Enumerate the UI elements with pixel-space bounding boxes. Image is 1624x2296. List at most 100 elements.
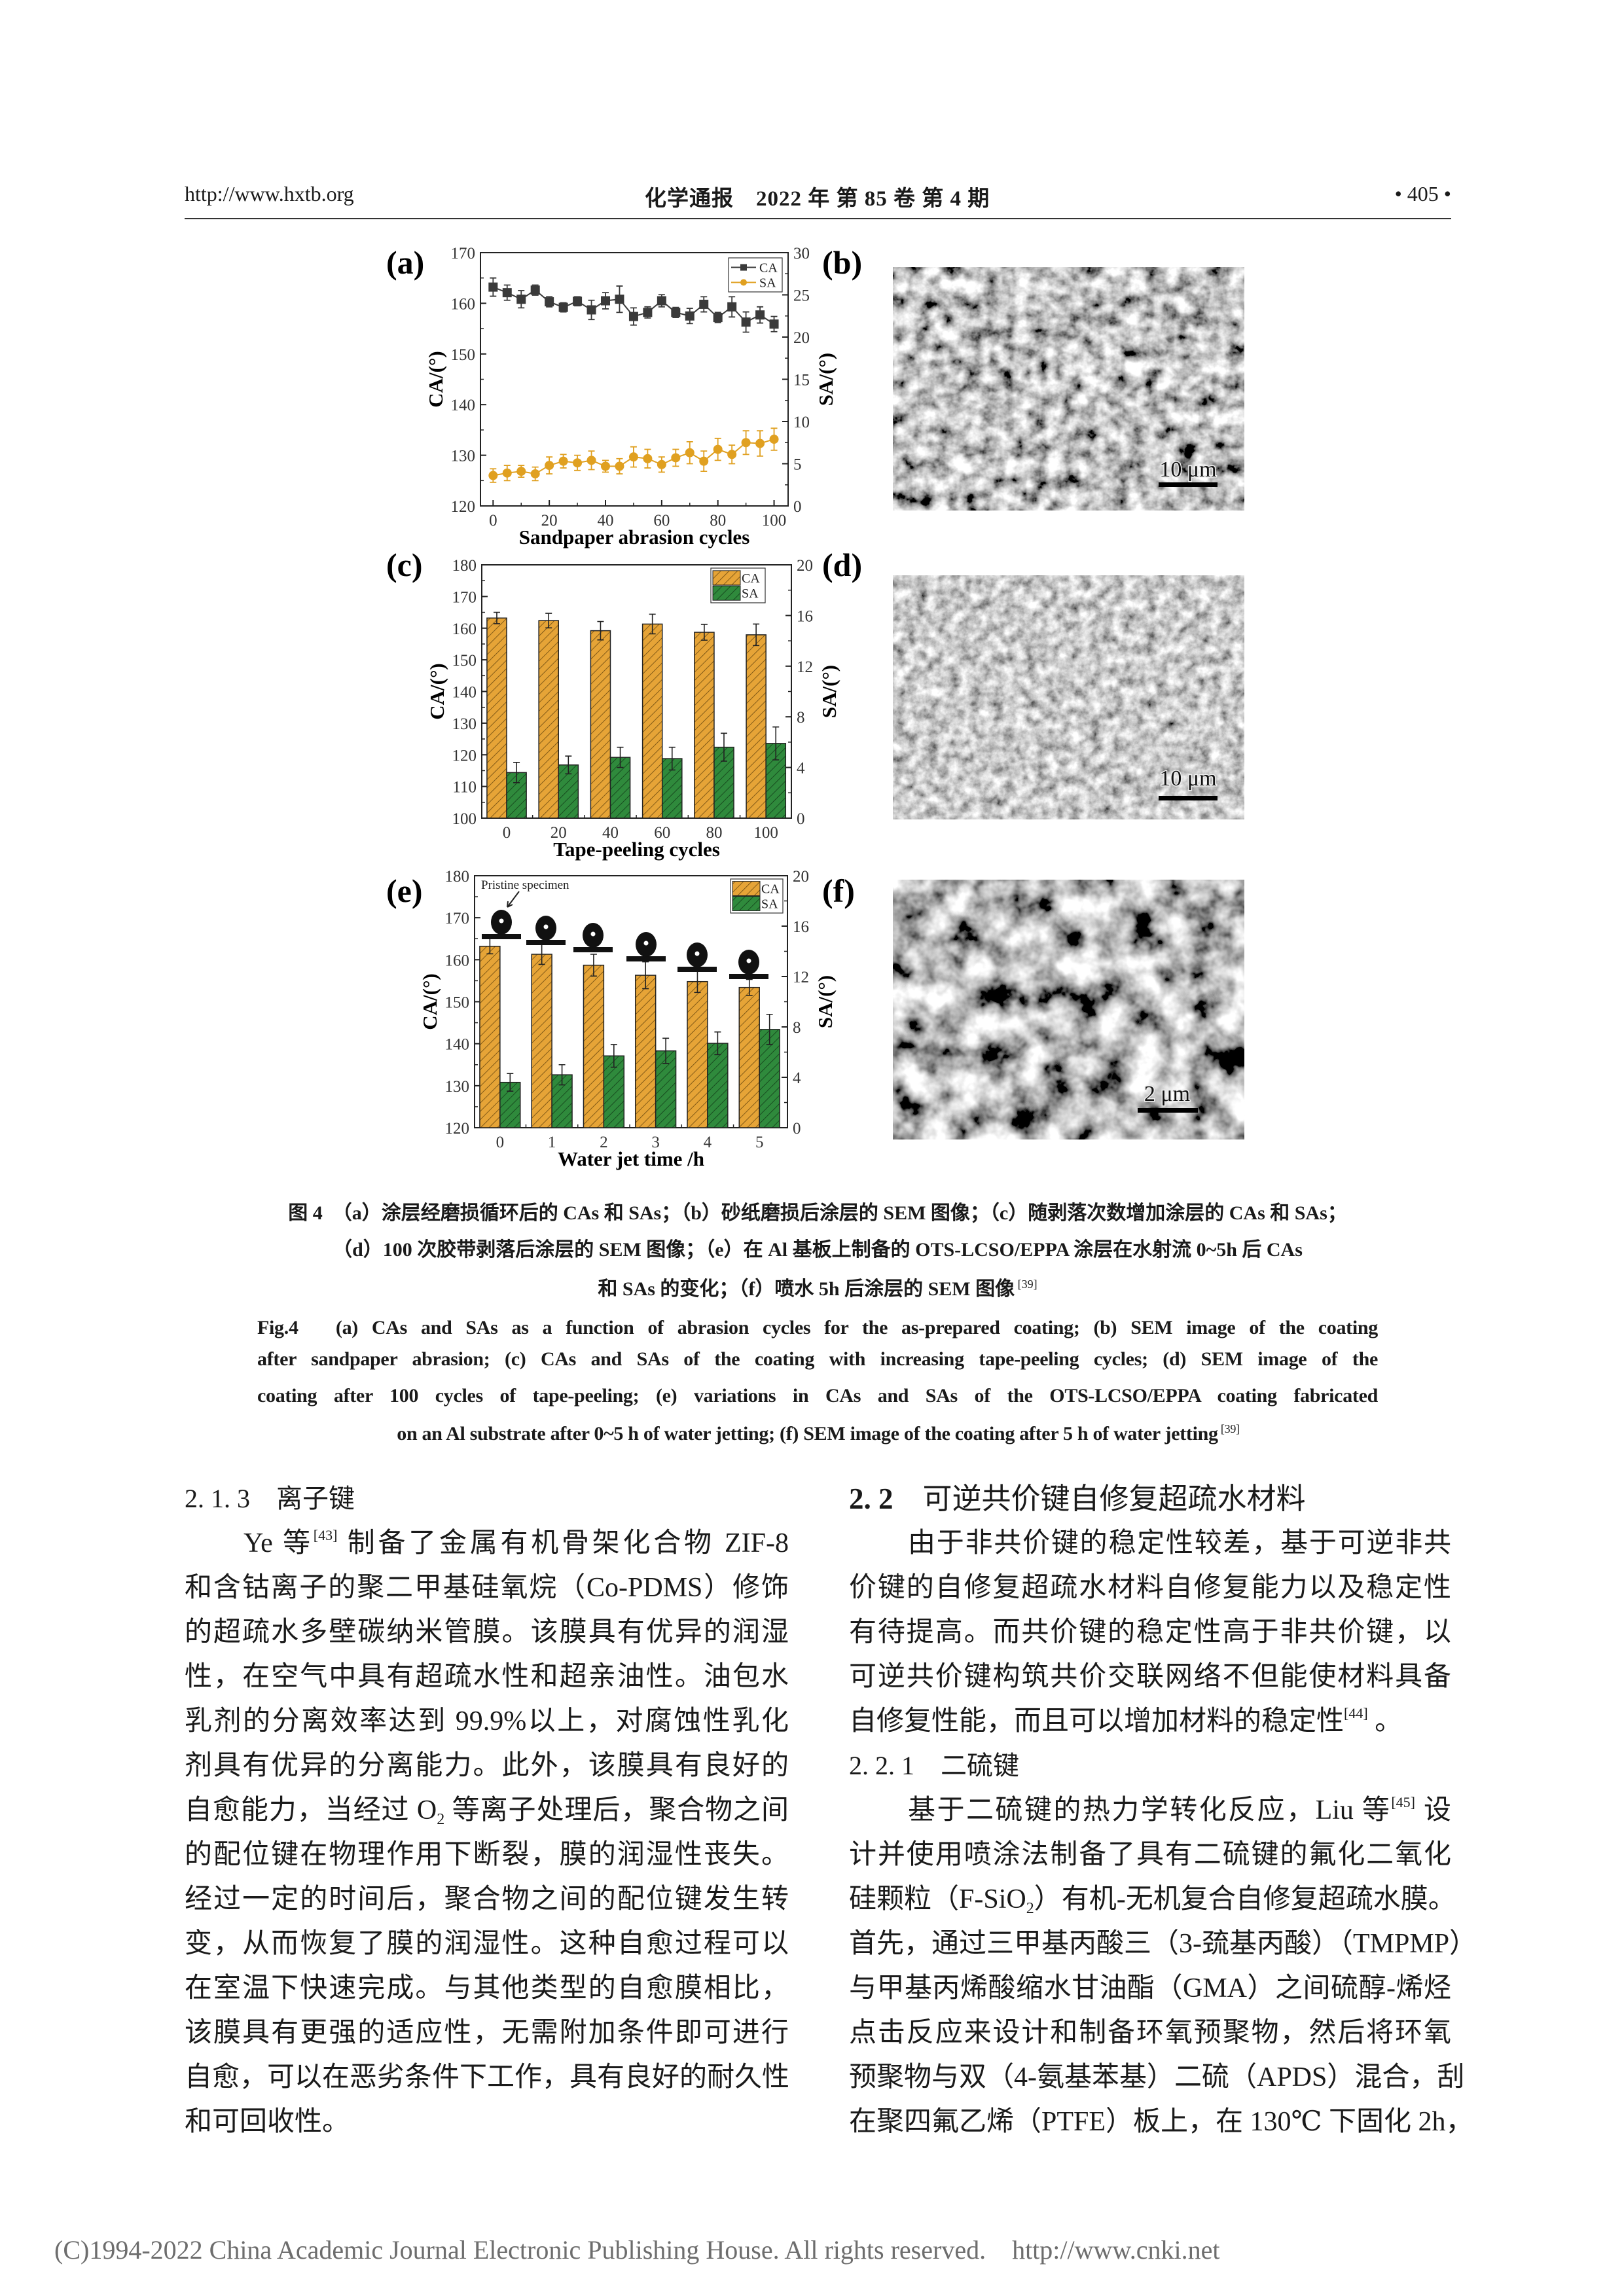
journal-url: http://www.hxtb.org: [185, 182, 354, 206]
legend-label: CA: [759, 261, 778, 276]
y-tick-label: 170: [445, 910, 470, 927]
y2-tick-label: 16: [797, 607, 813, 625]
series-sa: [488, 427, 779, 483]
data-point: [502, 468, 512, 478]
y-tick-label: 140: [451, 397, 476, 414]
y2-tick-label: 25: [793, 287, 810, 305]
text-run: ）有机-无机复合自修复超疏水膜。: [1034, 1884, 1456, 1914]
bar: [603, 1055, 625, 1128]
x-tick-label: 0: [489, 512, 497, 529]
caption-en-line: on an Al substrate after 0~5 h of water …: [314, 1422, 1322, 1445]
x-tick-label: 0: [496, 1134, 505, 1151]
x-tick-label: 100: [753, 824, 778, 842]
citation-ref: [43]: [313, 1527, 338, 1543]
y-axis-label: CA/(°): [425, 663, 448, 719]
droplet-highlight: [643, 941, 649, 946]
sem-texture: [893, 267, 1244, 511]
text-line: 和含钴离子的聚二甲基硅氧烷（Co-PDMS）修饰: [185, 1566, 789, 1610]
text-run: 基于二硫键的热力学转化反应，Liu 等: [908, 1795, 1392, 1825]
text-run: 可逆共价键自修复超疏水材料: [893, 1482, 1306, 1515]
text-line: 计并使用喷涂法制备了具有二硫键的氟化二氧化: [849, 1833, 1451, 1877]
error-bar: [668, 746, 676, 771]
data-point: [530, 469, 540, 478]
text-line: 硅颗粒（F-SiO2）有机-无机复合自修复超疏水膜。: [849, 1877, 1456, 1922]
data-point: [516, 467, 526, 476]
x-tick-label: 20: [550, 824, 567, 842]
water-droplet-icon: [626, 932, 666, 961]
x-tick-label: 80: [710, 512, 726, 529]
bar: [738, 986, 760, 1128]
x-axis-label: Sandpaper abrasion cycles: [519, 526, 750, 548]
data-point: [713, 313, 723, 323]
text-run: 该膜具有更强的适应性，无需附加条件即可进行: [185, 2018, 789, 2048]
panel-label-d: (d): [822, 547, 862, 583]
droplet-highlight: [746, 958, 751, 963]
error-bar: [642, 961, 649, 990]
y-tick-label: 140: [445, 1036, 470, 1054]
y-tick-label: 120: [445, 1120, 470, 1138]
text-run: 2. 1. 3 离子键: [185, 1484, 355, 1513]
text-run: 和含钴离子的聚二甲基硅氧烷（Co-PDMS）修饰: [185, 1573, 789, 1603]
x-tick-label: 4: [704, 1134, 712, 1151]
y2-tick-label: 12: [797, 658, 813, 676]
water-droplet-icon: [482, 910, 521, 939]
legend-swatch: [732, 881, 761, 897]
page-number: • 405 •: [1394, 182, 1451, 206]
y2-tick-label: 10: [793, 414, 810, 431]
text-run: 。: [1367, 1706, 1403, 1736]
data-point: [628, 452, 638, 462]
body-column-left: 2. 1. 3 离子键 Ye 等[43] 制备了金属有机骨架化合物 ZIF-8 和含…: [185, 1477, 789, 2144]
text-run: 设: [1415, 1795, 1451, 1825]
text-line: 乳剂的分离效率达到 99.9%以上，对腐蚀性乳化: [185, 1699, 789, 1744]
panel-label-b: (b): [822, 244, 862, 281]
error-bar: [610, 1044, 617, 1068]
legend-swatch: [712, 585, 741, 601]
error-bar: [662, 1037, 670, 1064]
data-point: [530, 285, 540, 295]
y-tick-label: 140: [452, 684, 477, 702]
y2-tick-label: 30: [793, 245, 810, 262]
legend-swatch: [732, 895, 761, 911]
text-line: 预聚物与双（4-氨基苯基）二硫（APDS）混合，刮: [849, 2055, 1464, 2100]
annotation-pristine-specimen: Pristine specimen: [481, 878, 569, 892]
scale-bar: [1159, 482, 1218, 487]
text-line: 由于非共价键的稳定性较差，基于可逆非共: [849, 1521, 1451, 1566]
caption-text: coating after 100 cycles of tape-peeling…: [257, 1385, 1378, 1407]
caption-en-line: after sandpaper abrasion; (c) CAs and SA…: [257, 1348, 1378, 1371]
text-run: 2. 2. 1 二硫键: [849, 1751, 1019, 1780]
error-bar: [772, 726, 780, 761]
error-bar: [558, 1064, 566, 1086]
caption-cn-line: 和 SAs 的变化；（f）喷水 5h 后涂层的 SEM 图像 [39]: [257, 1272, 1378, 1301]
text-line: 和可回收性。: [185, 2100, 789, 2144]
data-point: [741, 317, 751, 327]
text-run: 由于非共价键的稳定性较差，基于可逆非共: [908, 1528, 1451, 1558]
text-run: 自愈能力，当经过 O: [185, 1795, 437, 1825]
subscript: 2: [437, 1811, 445, 1828]
caption-text: Fig.4 (a) CAs and SAs as a function of a…: [257, 1317, 1378, 1338]
y2-tick-label: 8: [797, 709, 805, 726]
data-point: [741, 438, 751, 448]
data-point: [502, 288, 512, 298]
subscript: 2: [1026, 1900, 1034, 1917]
y-tick-label: 180: [445, 868, 470, 886]
text-line: 的配位键在物理作用下断裂，膜的润湿性丧失。: [185, 1833, 789, 1877]
panel-label-c: (c): [386, 547, 423, 583]
x-tick-label: 2: [600, 1134, 608, 1151]
data-point: [516, 295, 526, 304]
bar: [583, 964, 605, 1128]
bar: [746, 634, 767, 819]
text-line: 有待提高。而共价键的稳定性高于非共价键，以: [849, 1610, 1451, 1655]
error-bar: [617, 746, 624, 768]
chart-c-tape-peeling: 100 110 120 130 140 150 160 170 180 0 4 8 12 16 20 0 20 4…: [425, 557, 840, 861]
data-point: [545, 461, 554, 471]
text-line: 价键的自修复超疏水材料自修复能力以及稳定性: [849, 1566, 1451, 1610]
error-bar: [545, 613, 552, 629]
y-axis-label: CA/(°): [424, 351, 447, 407]
substrate-bar: [482, 934, 521, 939]
caption-en-line: Fig.4 (a) CAs and SAs as a function of a…: [257, 1311, 1378, 1340]
series-ca: [488, 277, 779, 333]
text-line: 与甲基丙烯酸缩水甘油酯（GMA）之间硫醇-烯烃: [849, 1966, 1451, 2011]
y2-tick-label: 4: [793, 1069, 801, 1087]
